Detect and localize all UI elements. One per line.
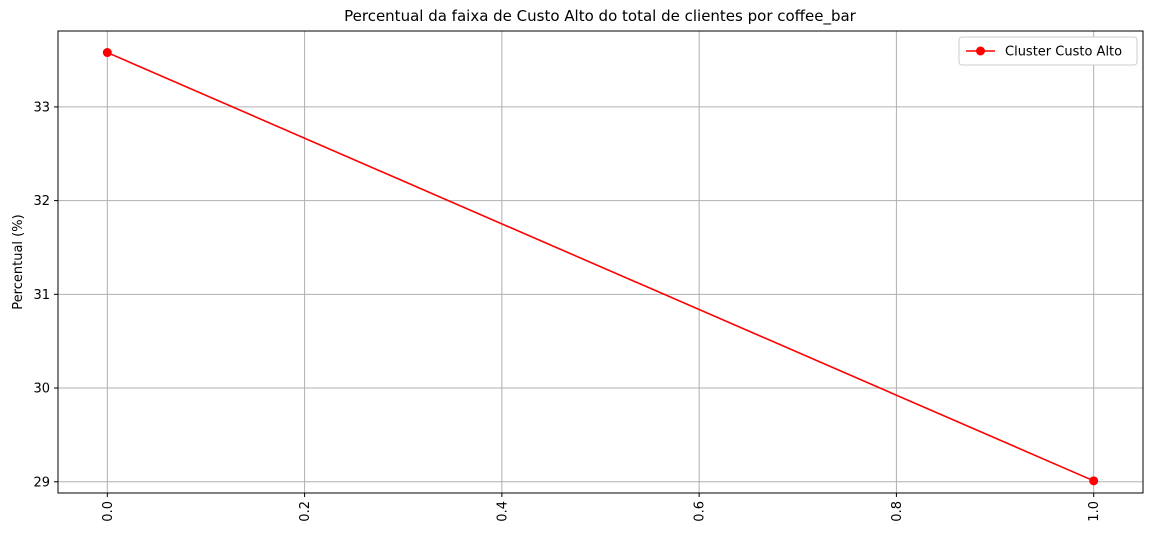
axis-ticks: 0.0 0.2 0.4 0.6 0.8 1.0 29 30 31 32 33: [33, 100, 1102, 521]
series-line: [106, 51, 1095, 482]
plot-area-frame: [57, 30, 1144, 494]
y-tick-label: 30: [33, 382, 50, 397]
legend-label: Cluster Custo Alto: [1005, 45, 1122, 60]
y-tick-label: 33: [33, 100, 50, 115]
y-tick-label: 32: [33, 194, 50, 209]
y-axis-label: Percentual (%): [11, 214, 26, 309]
data-point: [102, 48, 112, 58]
x-tick-label: 0.6: [693, 501, 708, 522]
y-tick-label: 29: [33, 475, 50, 490]
chart-title: Percentual da faixa de Custo Alto do tot…: [344, 7, 857, 26]
legend-marker: [976, 46, 985, 56]
series-layer: [102, 48, 1099, 486]
x-tick-label: 1.0: [1087, 501, 1102, 522]
data-point: [1089, 476, 1099, 486]
x-tick-label: 0.8: [890, 501, 905, 522]
grid-lines: [58, 31, 1143, 493]
x-tick-label: 0.2: [298, 501, 313, 522]
legend-box: [958, 36, 1138, 66]
legend: Cluster Custo Alto: [958, 36, 1138, 66]
y-tick-label: 31: [33, 288, 50, 303]
x-tick-label: 0.0: [101, 501, 116, 522]
x-tick-label: 0.4: [495, 501, 510, 522]
